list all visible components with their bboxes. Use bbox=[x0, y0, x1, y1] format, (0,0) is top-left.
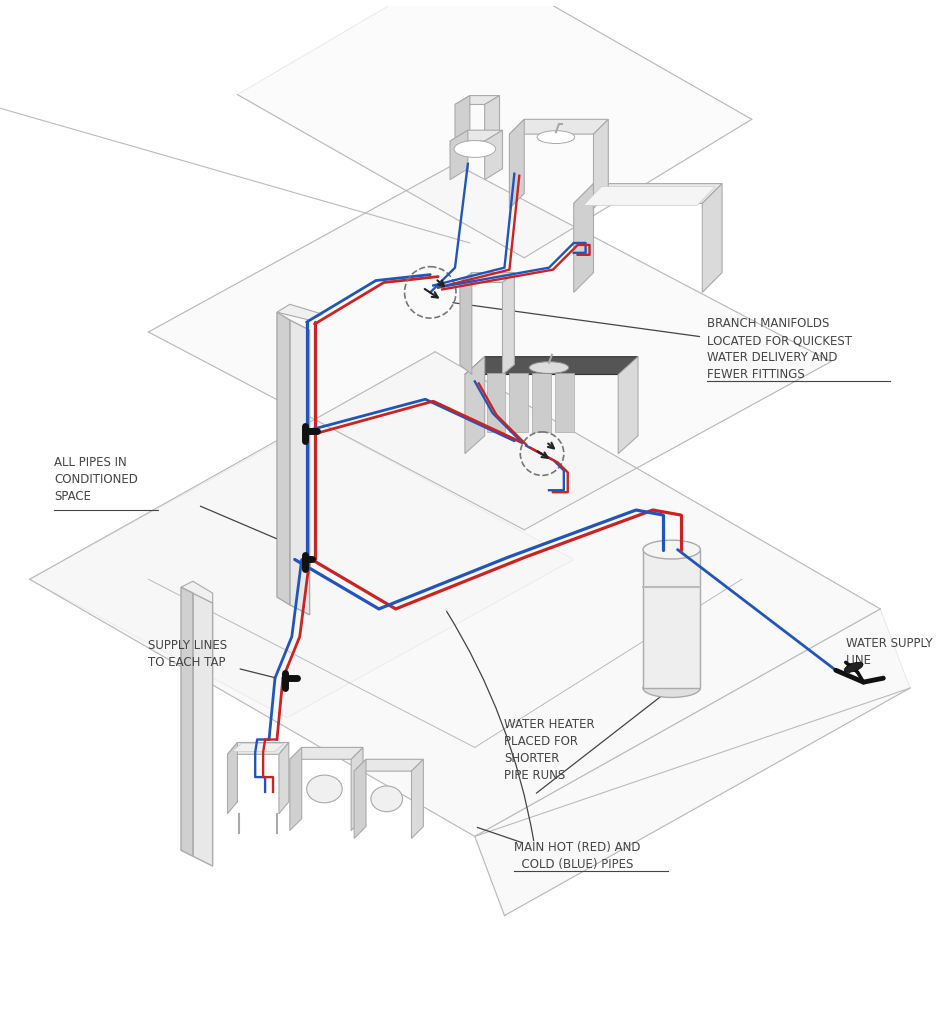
Polygon shape bbox=[279, 742, 289, 814]
Polygon shape bbox=[412, 759, 423, 839]
Polygon shape bbox=[573, 183, 593, 293]
Polygon shape bbox=[460, 272, 472, 375]
Polygon shape bbox=[290, 748, 301, 830]
Ellipse shape bbox=[643, 541, 700, 559]
Polygon shape bbox=[475, 609, 910, 915]
Polygon shape bbox=[232, 743, 284, 752]
Polygon shape bbox=[702, 183, 722, 293]
Polygon shape bbox=[465, 356, 485, 454]
Polygon shape bbox=[148, 164, 831, 529]
Polygon shape bbox=[354, 759, 423, 771]
Polygon shape bbox=[354, 759, 366, 839]
Polygon shape bbox=[533, 373, 551, 432]
Polygon shape bbox=[460, 272, 514, 283]
Polygon shape bbox=[277, 312, 290, 605]
Ellipse shape bbox=[371, 786, 402, 812]
Polygon shape bbox=[465, 356, 638, 375]
Text: BRANCH MANIFOLDS
LOCATED FOR QUICKEST
WATER DELIVERY AND
FEWER FITTINGS: BRANCH MANIFOLDS LOCATED FOR QUICKEST WA… bbox=[708, 317, 852, 381]
Ellipse shape bbox=[537, 131, 574, 143]
Text: MAIN HOT (RED) AND
  COLD (BLUE) PIPES: MAIN HOT (RED) AND COLD (BLUE) PIPES bbox=[514, 842, 641, 871]
Polygon shape bbox=[181, 587, 193, 856]
Polygon shape bbox=[290, 321, 310, 614]
Ellipse shape bbox=[529, 361, 569, 374]
Ellipse shape bbox=[454, 140, 495, 158]
Text: WATER SUPPLY
LINE: WATER SUPPLY LINE bbox=[845, 637, 932, 667]
Polygon shape bbox=[181, 582, 213, 603]
Text: SUPPLY LINES
TO EACH TAP: SUPPLY LINES TO EACH TAP bbox=[148, 639, 227, 669]
Ellipse shape bbox=[643, 679, 700, 697]
Text: WATER HEATER
PLACED FOR
SHORTER
PIPE RUNS: WATER HEATER PLACED FOR SHORTER PIPE RUN… bbox=[504, 718, 595, 781]
Ellipse shape bbox=[844, 663, 863, 673]
Polygon shape bbox=[450, 130, 502, 141]
Polygon shape bbox=[455, 95, 499, 104]
Polygon shape bbox=[510, 120, 524, 208]
Polygon shape bbox=[593, 120, 609, 208]
Polygon shape bbox=[485, 95, 499, 141]
Polygon shape bbox=[510, 120, 609, 134]
Polygon shape bbox=[487, 373, 505, 432]
Polygon shape bbox=[618, 356, 638, 454]
Polygon shape bbox=[290, 748, 363, 759]
Polygon shape bbox=[573, 183, 722, 204]
Ellipse shape bbox=[306, 775, 342, 803]
Polygon shape bbox=[238, 0, 751, 258]
Polygon shape bbox=[584, 186, 715, 206]
Polygon shape bbox=[450, 130, 468, 179]
Polygon shape bbox=[554, 373, 573, 432]
Polygon shape bbox=[502, 272, 514, 375]
Polygon shape bbox=[510, 373, 528, 432]
Polygon shape bbox=[277, 304, 322, 321]
Polygon shape bbox=[643, 550, 700, 688]
Polygon shape bbox=[455, 95, 470, 141]
Polygon shape bbox=[227, 742, 238, 814]
Text: ALL PIPES IN
CONDITIONED
SPACE: ALL PIPES IN CONDITIONED SPACE bbox=[54, 456, 138, 503]
Polygon shape bbox=[193, 593, 213, 866]
Polygon shape bbox=[485, 130, 502, 179]
Polygon shape bbox=[29, 352, 881, 837]
Polygon shape bbox=[351, 748, 363, 830]
Polygon shape bbox=[227, 742, 289, 755]
Polygon shape bbox=[29, 421, 573, 718]
